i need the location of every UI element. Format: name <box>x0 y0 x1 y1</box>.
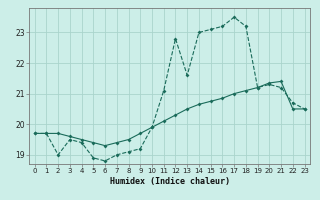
X-axis label: Humidex (Indice chaleur): Humidex (Indice chaleur) <box>109 177 229 186</box>
